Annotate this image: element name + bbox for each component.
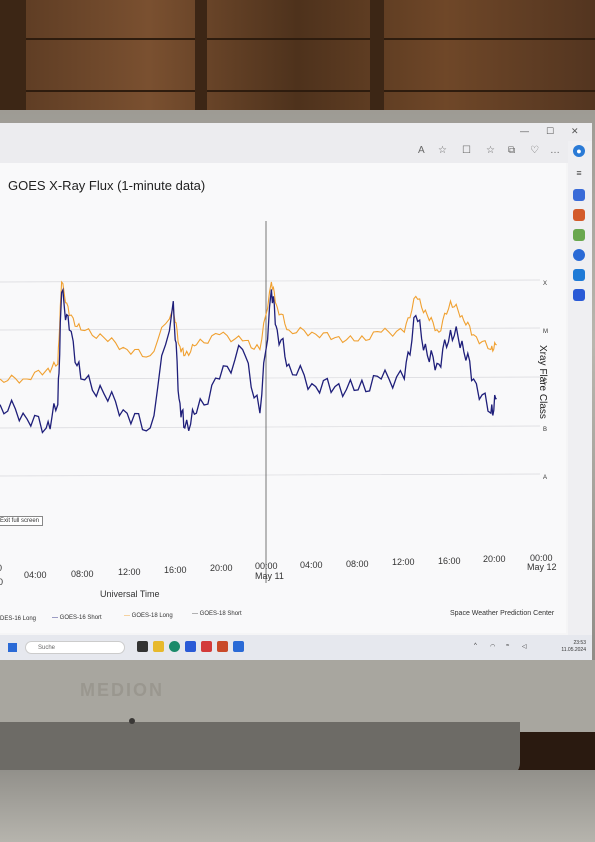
swpc-page: GOES X-Ray Flux (1-minute data) Exit ful… xyxy=(0,163,566,633)
swpc-credit: Space Weather Prediction Center xyxy=(450,610,555,617)
x-tick: 08:00 xyxy=(71,569,94,579)
x-tick-clipped: 0 xyxy=(0,577,4,587)
flare-class-a: A xyxy=(543,475,548,481)
taskbar-search-input[interactable]: Suche xyxy=(25,641,125,654)
legend-item: — GOES-18 Long xyxy=(124,613,173,619)
legend-item: — GOES-18 Short xyxy=(192,611,242,617)
gridline-a xyxy=(0,473,541,477)
add-app-icon[interactable] xyxy=(573,289,585,301)
network-icon[interactable]: ◠ xyxy=(490,644,496,650)
x-date-label: May 11 xyxy=(255,571,284,581)
x-date-label: May 12 xyxy=(527,562,557,572)
more-menu-icon[interactable]: … xyxy=(550,145,560,156)
edge-sidebar: ● ≡ xyxy=(568,141,592,641)
x-tick: 12:00 xyxy=(392,557,415,567)
collections-icon[interactable]: ⧉ xyxy=(508,145,516,156)
x-tick-clipped: 0 xyxy=(0,563,2,573)
wooden-beam xyxy=(195,0,207,140)
split-screen-icon[interactable]: ☐ xyxy=(462,145,471,156)
app-icon[interactable] xyxy=(217,641,228,652)
store-icon[interactable] xyxy=(185,641,196,652)
laptop-screen: — ☐ ✕ A ☆ ☐ ☆ ⧉ ♡ … ● ≡ GOES X-Ray Flux … xyxy=(0,123,592,660)
exit-fullscreen-button[interactable]: Exit full screen xyxy=(0,516,44,526)
wifi-icon[interactable]: ≈ xyxy=(506,643,510,649)
plank-seam xyxy=(0,38,595,40)
flare-class-b: B xyxy=(543,427,548,433)
mail-icon[interactable] xyxy=(201,641,212,652)
games-icon[interactable] xyxy=(573,229,585,241)
flare-class-x: X xyxy=(543,281,548,287)
gridline-b xyxy=(0,425,541,429)
close-button[interactable]: ✕ xyxy=(571,126,579,136)
right-axis-title: Xray Flare Class xyxy=(537,345,548,419)
x-axis-label: Universal Time xyxy=(100,589,160,599)
xray-flux-chart xyxy=(0,221,541,583)
x-tick: 08:00 xyxy=(346,559,369,569)
flare-class-c: C xyxy=(543,379,548,385)
edge-browser-icon[interactable] xyxy=(169,641,180,652)
legend-item: — GOES-16 Short xyxy=(52,615,102,621)
chart-title: GOES X-Ray Flux (1-minute data) xyxy=(8,178,206,193)
office-icon[interactable] xyxy=(573,249,585,261)
chart-gridlines xyxy=(0,279,541,477)
laptop-hinge xyxy=(0,722,520,777)
maximize-button[interactable]: ☐ xyxy=(546,126,555,136)
favorites-icon[interactable]: ☆ xyxy=(486,145,495,156)
copilot-icon[interactable]: ● xyxy=(573,145,585,157)
series-line-long xyxy=(0,280,497,384)
laptop-bezel xyxy=(0,660,595,732)
x-tick: 20:00 xyxy=(210,563,233,573)
outlook-icon[interactable] xyxy=(573,269,585,281)
app-icon[interactable] xyxy=(233,641,244,652)
task-view-icon[interactable] xyxy=(137,641,148,652)
wooden-beam xyxy=(370,0,384,140)
flare-class-m: M xyxy=(543,329,548,335)
file-explorer-icon[interactable] xyxy=(153,641,164,652)
x-tick: 00:00 xyxy=(530,553,553,563)
minimize-button[interactable]: — xyxy=(520,126,529,136)
hamburger-menu-icon[interactable]: ≡ xyxy=(576,168,582,178)
gridline-m xyxy=(0,327,541,331)
read-aloud-icon[interactable]: A xyxy=(418,145,425,156)
gridline-x xyxy=(0,279,541,283)
favorite-star-icon[interactable]: ☆ xyxy=(438,145,447,156)
hinge-light xyxy=(129,718,135,724)
plank-seam xyxy=(0,90,595,92)
windows-taskbar: Suche ^ ◠ ≈ ◁ 23:53 11.05.2024 xyxy=(0,635,592,660)
taskbar-clock[interactable]: 23:53 11.05.2024 xyxy=(561,640,586,653)
laptop-brand-logo: MEDION xyxy=(80,680,164,700)
x-tick: 04:00 xyxy=(24,570,47,580)
laptop-base xyxy=(0,770,595,842)
x-tick: 16:00 xyxy=(164,565,187,575)
tools-icon[interactable] xyxy=(573,209,585,221)
shopping-icon[interactable] xyxy=(573,189,585,201)
tray-chevron-icon[interactable]: ^ xyxy=(474,643,477,649)
x-tick: 00:00 xyxy=(255,561,278,571)
series-line-short xyxy=(0,287,497,434)
browser-essentials-icon[interactable]: ♡ xyxy=(530,145,539,156)
legend-item: DES-16 Long xyxy=(0,616,37,622)
x-tick: 12:00 xyxy=(118,567,141,577)
windows-start-icon[interactable] xyxy=(8,643,17,652)
volume-icon[interactable]: ◁ xyxy=(522,644,527,650)
x-tick: 16:00 xyxy=(438,556,461,566)
x-tick: 20:00 xyxy=(483,554,506,564)
browser-toolbar: — ☐ ✕ A ☆ ☐ ☆ ⧉ ♡ … xyxy=(0,123,592,163)
x-tick: 04:00 xyxy=(300,560,323,570)
